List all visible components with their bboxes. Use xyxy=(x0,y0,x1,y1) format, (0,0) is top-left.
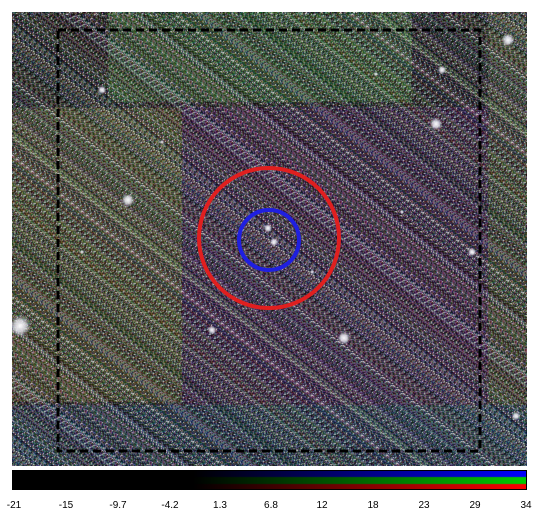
tick-label: 29 xyxy=(469,500,481,511)
region-overlay[interactable] xyxy=(12,12,527,466)
colorbar xyxy=(12,470,527,490)
tick-label: -15 xyxy=(58,500,74,511)
tick-label: 18 xyxy=(367,500,379,511)
tick-label: 12 xyxy=(316,500,328,511)
sky-image-panel[interactable] xyxy=(12,12,527,466)
tick-label: -9.7 xyxy=(109,500,127,511)
inner-circle-region[interactable] xyxy=(237,208,301,272)
tick-label: 23 xyxy=(418,500,430,511)
field-of-view-box[interactable] xyxy=(56,28,482,453)
tick-label: 6.8 xyxy=(264,500,278,511)
tick-label: 1.3 xyxy=(213,500,227,511)
outer-circle-region[interactable] xyxy=(197,166,341,310)
tick-label: -4.2 xyxy=(161,500,179,511)
tick-label: -21 xyxy=(6,500,22,511)
sky-image[interactable] xyxy=(12,12,527,466)
tick-label: 34 xyxy=(520,500,532,511)
